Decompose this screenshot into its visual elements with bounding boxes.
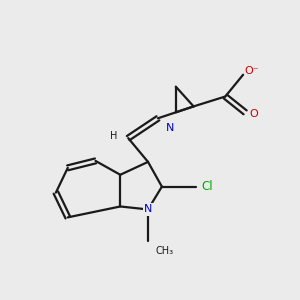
Text: N: N bbox=[166, 123, 174, 133]
Text: Cl: Cl bbox=[202, 180, 213, 193]
Text: CH₃: CH₃ bbox=[156, 246, 174, 256]
Text: O⁻: O⁻ bbox=[245, 66, 260, 76]
Text: O: O bbox=[250, 109, 258, 119]
Text: N: N bbox=[144, 204, 152, 214]
Text: H: H bbox=[110, 131, 117, 141]
